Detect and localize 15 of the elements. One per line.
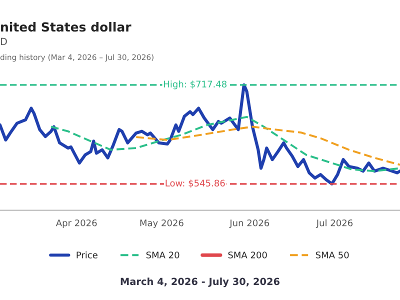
x-tick-label: Apr 2026 [56,219,97,228]
chart-title: nited States dollar [1,22,132,32]
legend-label: Price [76,251,98,258]
y-tick-label: High: $717.48 [164,80,227,90]
x-tick-label: May 2026 [140,219,184,228]
line-series [135,126,400,166]
legend-label: SMA 200 [228,252,267,258]
x-tick-label: Jun 2026 [229,219,270,228]
legend-label: SMA 20 [146,252,180,258]
x-tick-label: Jul 2026 [316,219,353,228]
text: March 4, 2026 - July 30, 2026 [120,278,280,288]
legend-label: SMA 50 [316,252,349,258]
chart-subtitle: D [0,38,7,45]
line-series [50,116,400,172]
y-tick-label: Low: $545.86 [166,180,225,188]
